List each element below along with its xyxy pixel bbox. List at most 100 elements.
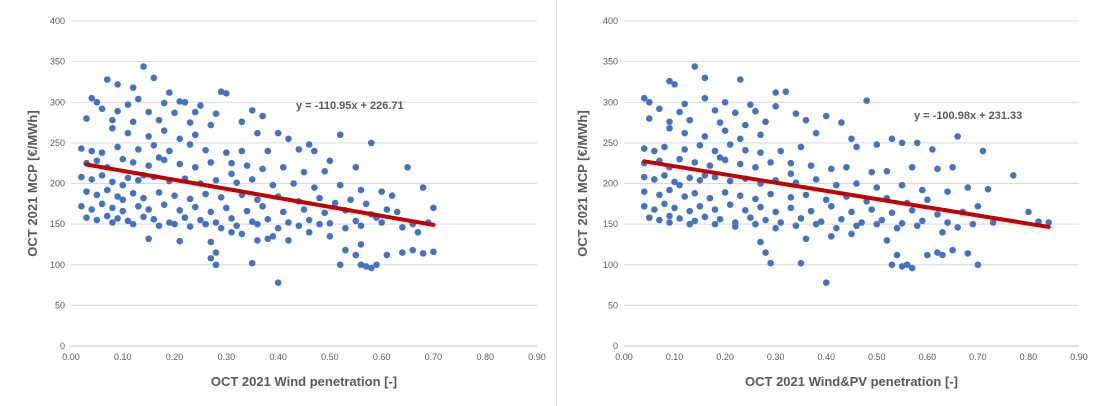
- data-point: [827, 202, 835, 210]
- data-point: [305, 216, 313, 224]
- data-point: [838, 119, 845, 126]
- data-point: [898, 263, 906, 270]
- data-point: [666, 186, 673, 194]
- data-point: [135, 146, 142, 153]
- data-point: [238, 118, 246, 126]
- data-point: [908, 264, 916, 272]
- data-point: [259, 202, 266, 210]
- data-point: [721, 156, 729, 164]
- data-point: [701, 74, 709, 82]
- data-point: [787, 170, 795, 178]
- data-point: [767, 159, 774, 166]
- data-point: [848, 208, 855, 216]
- data-point: [924, 196, 931, 204]
- data-point: [954, 224, 961, 231]
- data-point: [145, 206, 152, 213]
- data-point: [863, 198, 870, 205]
- data-point: [119, 181, 127, 189]
- data-point: [166, 89, 173, 96]
- data-point: [873, 220, 881, 228]
- data-point: [853, 222, 860, 230]
- y-tick-label: 250: [50, 138, 65, 148]
- data-point: [191, 131, 199, 139]
- data-point: [155, 116, 163, 124]
- data-point: [83, 115, 90, 122]
- data-point: [691, 217, 699, 225]
- data-point: [114, 107, 121, 115]
- data-point: [939, 228, 946, 236]
- data-point: [827, 165, 835, 173]
- data-point: [342, 246, 349, 254]
- data-point: [640, 173, 648, 181]
- data-point: [640, 202, 648, 210]
- data-point: [934, 165, 941, 173]
- data-point: [166, 219, 173, 226]
- data-point: [873, 141, 881, 148]
- data-point: [259, 165, 266, 173]
- data-point: [254, 220, 261, 228]
- chart-svg-wind: 0 50 100 150 200 250 300 350 400 0.00 0.10 0.20 0.30…: [25, 16, 546, 389]
- x-tick-label: 0.70: [425, 352, 443, 362]
- data-point: [898, 139, 906, 147]
- data-point: [762, 216, 769, 224]
- data-point: [238, 230, 246, 238]
- data-point: [316, 220, 323, 228]
- data-point: [772, 208, 779, 216]
- data-point: [279, 163, 287, 171]
- data-point: [331, 199, 339, 207]
- data-point: [853, 180, 860, 187]
- data-point: [279, 208, 287, 216]
- data-point: [711, 206, 719, 213]
- data-point: [186, 195, 194, 203]
- x-tick-label: 0.80: [476, 352, 494, 362]
- data-point: [787, 204, 795, 212]
- data-point: [326, 220, 334, 227]
- data-point: [160, 99, 168, 107]
- data-point: [285, 237, 292, 244]
- data-point: [233, 222, 240, 230]
- data-point: [176, 98, 184, 105]
- y-tick-label: 350: [603, 57, 618, 67]
- data-point: [197, 216, 204, 224]
- y-tick-label: 50: [55, 300, 65, 310]
- data-point: [243, 207, 251, 215]
- data-point: [228, 170, 235, 178]
- trendline: [642, 159, 1051, 229]
- data-point: [160, 127, 168, 134]
- y-tick-label: 100: [603, 260, 618, 270]
- data-point: [812, 220, 820, 228]
- data-point: [98, 105, 106, 113]
- data-point: [939, 251, 946, 259]
- data-point: [352, 163, 360, 171]
- x-tick-label: 0.10: [666, 352, 684, 362]
- data-point: [430, 248, 437, 256]
- data-point: [254, 196, 261, 204]
- data-point: [883, 168, 891, 175]
- y-tick-label: 200: [50, 179, 65, 189]
- data-point: [274, 279, 282, 286]
- y-tick-label: 50: [608, 300, 618, 310]
- data-point: [114, 193, 121, 200]
- data-point: [181, 98, 189, 106]
- data-point: [176, 160, 184, 168]
- x-tick-label: 0.20: [166, 352, 184, 362]
- data-point: [681, 100, 688, 108]
- y-tick-label: 350: [50, 57, 65, 67]
- data-point: [83, 188, 90, 195]
- data-point: [640, 188, 648, 195]
- data-point: [93, 98, 101, 106]
- data-point: [336, 131, 344, 139]
- data-point: [752, 107, 759, 115]
- data-point: [757, 131, 764, 139]
- data-point: [731, 223, 739, 230]
- x-tick-label: 0.30: [767, 352, 785, 362]
- x-tick-label: 0.20: [716, 352, 734, 362]
- data-point: [686, 220, 694, 228]
- data-point: [681, 193, 688, 200]
- data-point: [305, 228, 313, 236]
- data-point: [742, 207, 749, 214]
- data-point: [934, 249, 941, 256]
- x-axis-title: OCT 2021 Wind penetration [-]: [211, 374, 397, 389]
- data-point: [269, 181, 277, 189]
- data-point: [254, 237, 261, 244]
